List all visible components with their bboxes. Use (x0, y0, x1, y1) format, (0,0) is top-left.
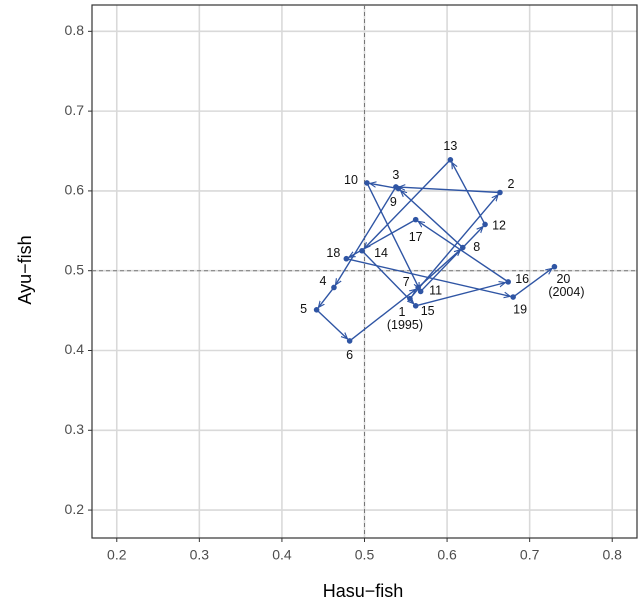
arrow (512, 268, 552, 298)
point (412, 303, 419, 309)
point-label: 20 (556, 272, 570, 286)
y-tick-label: 0.6 (65, 182, 85, 198)
x-tick-label: 0.6 (437, 547, 457, 563)
arrow (417, 250, 460, 288)
arrow (418, 221, 509, 283)
point-label: 8 (473, 240, 480, 254)
point (415, 284, 421, 291)
point-label: (1995) (387, 318, 423, 332)
point (505, 279, 511, 285)
point-label: 4 (319, 274, 326, 288)
y-tick-label: 0.8 (65, 22, 85, 38)
point-label: 18 (326, 246, 340, 260)
arrow (366, 182, 420, 289)
x-axis-title: Hasu−fish (323, 581, 404, 601)
point (343, 255, 350, 262)
point-label: 15 (421, 304, 435, 318)
point-label: 10 (344, 173, 358, 187)
y-tick-label: 0.2 (65, 501, 85, 517)
point-label: 14 (374, 246, 388, 260)
arrow (399, 187, 500, 194)
point-label: 2 (507, 177, 514, 191)
point-label: 12 (492, 219, 506, 233)
point (407, 295, 413, 302)
point (412, 216, 419, 223)
point (395, 185, 402, 192)
point (346, 338, 353, 344)
point (510, 294, 516, 300)
arrow (361, 250, 414, 304)
x-tick-label: 0.7 (520, 547, 540, 563)
point (497, 189, 503, 196)
arrow (336, 186, 397, 285)
point-label: 6 (346, 348, 353, 362)
point-label: 11 (429, 284, 442, 298)
point-label: 7 (403, 275, 410, 289)
arrow (349, 289, 416, 342)
x-tick-label: 0.3 (190, 547, 210, 563)
y-tick-label: 0.3 (65, 421, 85, 437)
point (313, 306, 320, 313)
arrow (346, 258, 510, 297)
y-tick-label: 0.4 (65, 341, 85, 357)
arrow (316, 309, 348, 339)
arrow (420, 227, 483, 292)
point (459, 244, 466, 251)
point-label: 5 (300, 302, 307, 316)
point-label: 9 (390, 195, 397, 209)
y-tick-label: 0.7 (65, 102, 85, 118)
point-label: 13 (443, 139, 457, 153)
arrow (415, 283, 506, 307)
point (364, 180, 370, 186)
point (417, 288, 424, 295)
x-tick-label: 0.5 (355, 547, 375, 563)
point-label: 3 (392, 168, 399, 182)
point-label: (2004) (548, 285, 584, 299)
point (331, 284, 337, 291)
point-label: 1 (398, 305, 405, 319)
point (359, 247, 365, 254)
point-label: 17 (409, 230, 423, 244)
x-tick-label: 0.2 (107, 547, 127, 563)
point (482, 221, 488, 228)
y-axis-title: Ayu−fish (15, 235, 35, 304)
point (551, 263, 558, 270)
point-label: 19 (513, 302, 527, 316)
y-tick-label: 0.5 (65, 261, 85, 277)
point-label: 16 (515, 272, 529, 286)
point (447, 156, 454, 163)
x-tick-label: 0.4 (272, 547, 292, 563)
arrow (452, 162, 486, 225)
arrow (364, 159, 451, 249)
x-tick-label: 0.8 (602, 547, 622, 563)
arrow (318, 287, 335, 307)
